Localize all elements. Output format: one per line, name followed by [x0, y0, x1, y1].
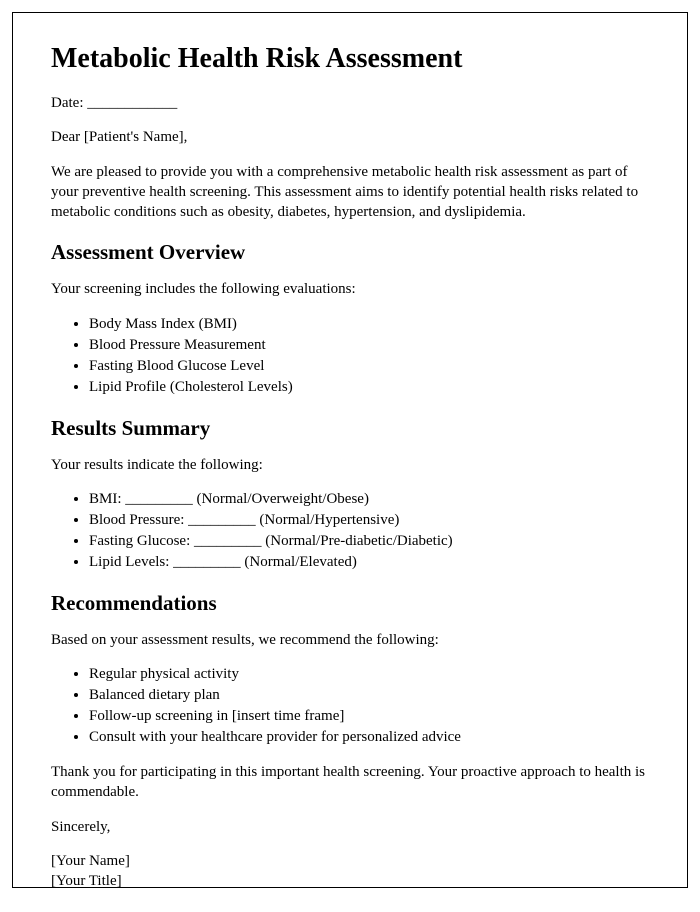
salutation: Dear [Patient's Name], [51, 127, 649, 147]
section-lead-results: Your results indicate the following: [51, 455, 649, 475]
list-item: Body Mass Index (BMI) [89, 314, 649, 335]
list-item: Balanced dietary plan [89, 685, 649, 706]
section-lead-overview: Your screening includes the following ev… [51, 279, 649, 299]
recommendations-list: Regular physical activity Balanced dieta… [89, 664, 649, 748]
results-list: BMI: _________ (Normal/Overweight/Obese)… [89, 489, 649, 573]
list-item: Regular physical activity [89, 664, 649, 685]
list-item: Blood Pressure Measurement [89, 335, 649, 356]
section-heading-results: Results Summary [51, 416, 649, 441]
list-item: Blood Pressure: _________ (Normal/Hypert… [89, 510, 649, 531]
list-item: Lipid Profile (Cholesterol Levels) [89, 377, 649, 398]
document-title: Metabolic Health Risk Assessment [51, 43, 649, 75]
list-item: Lipid Levels: _________ (Normal/Elevated… [89, 552, 649, 573]
list-item: Consult with your healthcare provider fo… [89, 727, 649, 748]
closing: Sincerely, [51, 817, 649, 837]
document-page: Metabolic Health Risk Assessment Date: _… [12, 12, 688, 888]
list-item: Fasting Glucose: _________ (Normal/Pre-d… [89, 531, 649, 552]
intro-paragraph: We are pleased to provide you with a com… [51, 162, 649, 223]
date-line: Date: ____________ [51, 93, 649, 113]
overview-list: Body Mass Index (BMI) Blood Pressure Mea… [89, 314, 649, 398]
section-heading-recommendations: Recommendations [51, 591, 649, 616]
signature-title: [Your Title] [51, 871, 649, 891]
list-item: Follow-up screening in [insert time fram… [89, 706, 649, 727]
section-heading-overview: Assessment Overview [51, 240, 649, 265]
list-item: BMI: _________ (Normal/Overweight/Obese) [89, 489, 649, 510]
thankyou-paragraph: Thank you for participating in this impo… [51, 762, 649, 803]
section-lead-recommendations: Based on your assessment results, we rec… [51, 630, 649, 650]
list-item: Fasting Blood Glucose Level [89, 356, 649, 377]
signature-name: [Your Name] [51, 851, 649, 871]
